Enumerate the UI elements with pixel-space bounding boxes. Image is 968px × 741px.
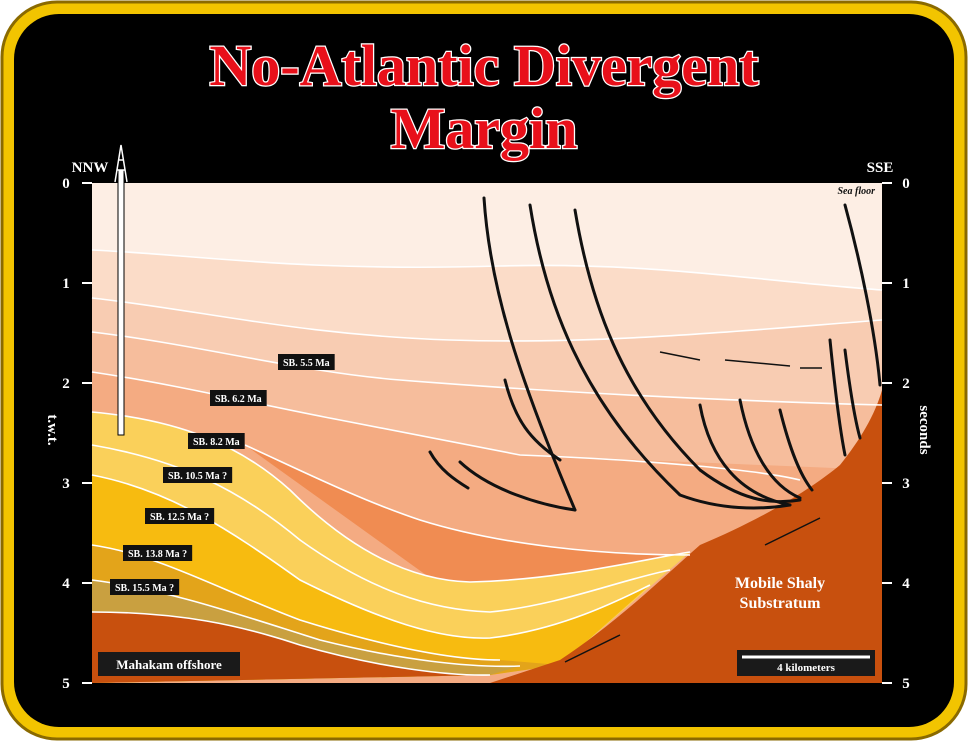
title: No-Atlantic Divergent (209, 33, 759, 98)
derrick (114, 144, 128, 183)
tick-label: 3 (62, 476, 70, 492)
tick-label: 1 (902, 276, 910, 292)
direction-label: SSE (867, 160, 894, 176)
sb-box (188, 433, 245, 449)
sea-floor-label: Sea floor (838, 186, 876, 197)
sb-box (163, 467, 233, 483)
axis-title: seconds (916, 405, 932, 454)
scale-box (737, 650, 875, 676)
sb-label: SB. 6.2 Ma (215, 394, 262, 405)
scale-label: 4 kilometers (777, 662, 835, 674)
well (117, 169, 125, 436)
sb-label: SB. 8.2 Ma (193, 437, 240, 448)
sb-box (123, 545, 193, 561)
sb-box (145, 508, 215, 524)
tick-label: 2 (62, 376, 70, 392)
sb-label: SB. 10.5 Ma ? (168, 471, 227, 482)
tick-label: 3 (902, 476, 910, 492)
tick-label: 5 (902, 676, 910, 692)
substratum (490, 390, 882, 683)
sb-label: SB. 15.5 Ma ? (115, 583, 174, 594)
sb-label: SB. 5.5 Ma (283, 358, 330, 369)
title: Margin (391, 96, 578, 161)
tick-label: 2 (902, 376, 910, 392)
tick-label: 4 (902, 576, 910, 592)
sb-label: SB. 13.8 Ma ? (128, 549, 187, 560)
sb-box (210, 390, 267, 406)
tick-label: 5 (62, 676, 70, 692)
substratum-label: Substratum (740, 595, 822, 612)
tick-label: 1 (62, 276, 70, 292)
axis-title: t.w.t. (44, 414, 60, 445)
direction-label: NNW (72, 160, 109, 176)
substratum-label: Mobile Shaly (735, 575, 825, 592)
sb-box (110, 579, 180, 595)
location: Mahakam offshore (116, 657, 222, 672)
layer (245, 445, 690, 600)
tick-label: 0 (62, 176, 70, 192)
sb-label: SB. 12.5 Ma ? (150, 512, 209, 523)
location-box (98, 652, 240, 676)
sb-box (278, 354, 335, 370)
tick-label: 4 (62, 576, 70, 592)
tick-label: 0 (902, 176, 910, 192)
